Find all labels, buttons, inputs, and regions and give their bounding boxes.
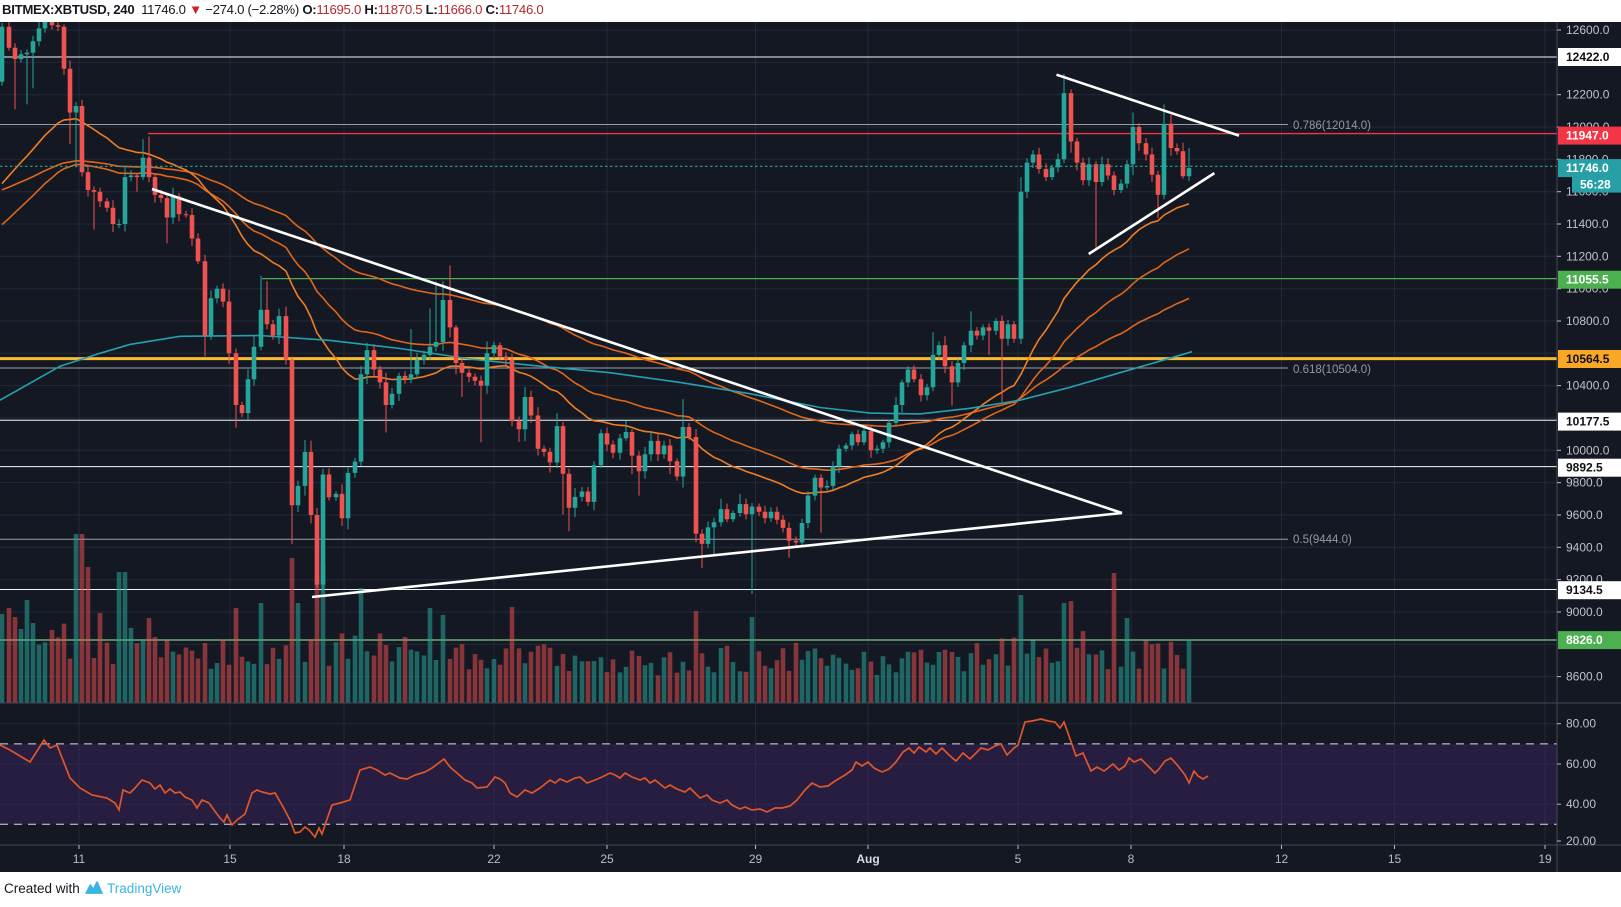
svg-text:12600.0: 12600.0 — [1566, 23, 1610, 37]
svg-text:9800.0: 9800.0 — [1566, 476, 1603, 490]
svg-text:12422.0: 12422.0 — [1566, 50, 1610, 64]
svg-text:11200.0: 11200.0 — [1566, 249, 1609, 263]
svg-text:18: 18 — [337, 852, 351, 866]
svg-text:Aug: Aug — [856, 852, 879, 866]
svg-text:29: 29 — [749, 852, 763, 866]
svg-text:8826.0: 8826.0 — [1566, 633, 1603, 647]
svg-text:10400.0: 10400.0 — [1566, 379, 1610, 393]
svg-text:9134.5: 9134.5 — [1566, 583, 1603, 597]
svg-text:19: 19 — [1538, 852, 1552, 866]
svg-text:11746.0: 11746.0 — [1566, 161, 1609, 175]
svg-text:8: 8 — [1128, 852, 1135, 866]
svg-text:9400.0: 9400.0 — [1566, 540, 1603, 554]
svg-text:10800.0: 10800.0 — [1566, 314, 1610, 328]
svg-text:22: 22 — [487, 852, 501, 866]
svg-text:15: 15 — [1388, 852, 1402, 866]
svg-text:12: 12 — [1275, 852, 1289, 866]
svg-text:9000.0: 9000.0 — [1566, 605, 1603, 619]
svg-text:20.00: 20.00 — [1566, 834, 1596, 848]
svg-text:11947.0: 11947.0 — [1566, 129, 1609, 143]
svg-text:10000.0: 10000.0 — [1566, 443, 1610, 457]
svg-text:5: 5 — [1015, 852, 1022, 866]
svg-text:9600.0: 9600.0 — [1566, 508, 1603, 522]
svg-text:15: 15 — [223, 852, 237, 866]
svg-text:40.00: 40.00 — [1566, 797, 1596, 811]
svg-text:0.786(12014.0): 0.786(12014.0) — [1293, 120, 1371, 132]
svg-text:10177.5: 10177.5 — [1566, 415, 1610, 429]
svg-text:0.618(10504.0): 0.618(10504.0) — [1293, 364, 1371, 376]
svg-text:11400.0: 11400.0 — [1566, 217, 1609, 231]
svg-text:9892.5: 9892.5 — [1566, 461, 1603, 475]
svg-text:12200.0: 12200.0 — [1566, 88, 1610, 102]
svg-text:80.00: 80.00 — [1566, 717, 1596, 731]
svg-text:60.00: 60.00 — [1566, 757, 1596, 771]
svg-text:11: 11 — [73, 852, 86, 866]
svg-text:11055.5: 11055.5 — [1566, 273, 1609, 287]
svg-text:25: 25 — [600, 852, 614, 866]
svg-text:56:28: 56:28 — [1580, 177, 1611, 191]
svg-text:8600.0: 8600.0 — [1566, 670, 1603, 684]
svg-text:10564.5: 10564.5 — [1566, 352, 1610, 366]
svg-text:0.5(9444.0): 0.5(9444.0) — [1293, 534, 1352, 546]
